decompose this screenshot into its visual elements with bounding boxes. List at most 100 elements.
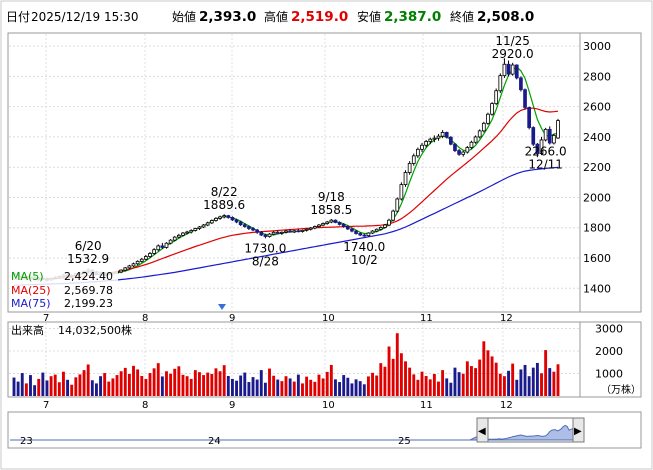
candle-body: [547, 128, 552, 144]
candle-body: [383, 224, 387, 228]
candle-body: [280, 231, 284, 234]
price-tick-label: 2400: [583, 131, 611, 144]
candle-body: [156, 245, 161, 251]
navigator-panel: [7, 411, 642, 449]
low-label: 安値: [357, 9, 381, 24]
volume-bar: [507, 370, 510, 396]
volume-bar: [449, 382, 453, 396]
volume-bar: [527, 376, 531, 396]
month-tick-label: 11: [420, 313, 433, 324]
volume-value: 14,032,500株: [58, 323, 132, 337]
ma5-legend: MA(5) 2,424.40: [11, 270, 113, 283]
candle-body: [370, 230, 375, 234]
candle-body: [453, 143, 457, 151]
volume-bar: [156, 363, 160, 396]
event-marker-triangle[interactable]: [218, 304, 226, 310]
volume-bar: [107, 381, 111, 396]
candle-body: [271, 231, 276, 235]
volume-bar: [280, 381, 284, 396]
volume-bar: [214, 368, 218, 396]
peak-price-label: 1889.6: [203, 198, 245, 212]
volume-bar: [338, 382, 342, 396]
candle-body: [329, 219, 334, 223]
candle-body: [387, 219, 391, 226]
candle-body: [284, 230, 288, 233]
candle-body: [247, 226, 251, 229]
volume-bar: [119, 371, 123, 396]
trough-price-label: 2266.0: [525, 144, 567, 158]
volume-bar: [383, 366, 387, 396]
candle-body: [131, 263, 136, 267]
volume-bar: [391, 358, 395, 396]
price-tick-label: 2800: [583, 70, 611, 83]
volume-bar: [490, 356, 494, 396]
high-label: 高値: [264, 9, 288, 24]
candle-body: [214, 217, 218, 221]
candle-body: [263, 234, 268, 237]
candle-body: [172, 236, 177, 241]
volume-bar: [441, 370, 445, 396]
candle-body: [527, 107, 531, 128]
volume-bar: [498, 373, 502, 396]
volume-bar: [465, 361, 469, 396]
candle-body: [449, 136, 453, 145]
peak-price-label: 2920.0: [492, 47, 534, 61]
candle-body: [288, 230, 292, 233]
trough-date-label: 10/2: [351, 253, 378, 267]
candle-body: [144, 256, 148, 260]
candle-body: [514, 64, 519, 79]
price-gridlines: [9, 34, 580, 311]
candle-body: [337, 222, 342, 225]
volume-bar: [99, 376, 102, 396]
navigator-left-handle[interactable]: [476, 417, 489, 443]
volume-bar: [494, 362, 498, 396]
volume-bar: [210, 373, 214, 396]
volume-bar: [222, 365, 226, 396]
candle-body: [490, 103, 494, 115]
volume-bar: [181, 374, 185, 396]
candle-body: [432, 137, 437, 140]
volume-bar: [90, 380, 94, 396]
ma25-value: 2,569.78: [64, 284, 113, 297]
volume-bar: [74, 377, 78, 396]
volume-bar: [531, 367, 535, 396]
ma75-label: MA(75): [11, 297, 51, 310]
month-tick-label: 12: [500, 400, 513, 411]
volume-bar: [173, 368, 177, 396]
candle-body: [366, 232, 371, 237]
price-tick-label: 1800: [583, 222, 611, 235]
peak-date-label: 11/25: [495, 34, 530, 48]
volume-bar: [334, 379, 337, 396]
volume-bar: [379, 363, 383, 396]
volume-bar: [82, 370, 86, 396]
candle-body: [477, 130, 482, 138]
volume-bar: [424, 375, 428, 396]
volume-bar: [371, 372, 374, 396]
candle-body: [461, 151, 466, 155]
candle-body: [498, 75, 503, 92]
candle-body: [296, 230, 301, 233]
candle-body: [333, 219, 338, 223]
volume-bar: [395, 333, 399, 396]
volume-bar: [535, 362, 539, 396]
navigator-right-handle[interactable]: [572, 417, 585, 443]
month-tick-label: 8: [142, 313, 148, 324]
volume-bar: [342, 375, 346, 396]
candle-body: [556, 120, 560, 139]
volume-bar: [309, 379, 313, 396]
volume-bar: [136, 369, 140, 396]
navigator-overview-area: [10, 424, 574, 441]
price-tick-label: 1600: [583, 252, 611, 265]
candle-body: [362, 234, 367, 237]
peak-date-label: 6/20: [75, 239, 102, 253]
volume-bar: [486, 350, 490, 396]
candle-body: [164, 242, 169, 248]
candle-body: [197, 226, 202, 229]
candle-body: [535, 143, 540, 154]
volume-bar: [350, 383, 354, 396]
volume-bar: [12, 377, 16, 396]
volume-bar: [218, 371, 222, 396]
candle-body: [275, 231, 280, 234]
candlesticks: [12, 58, 560, 282]
